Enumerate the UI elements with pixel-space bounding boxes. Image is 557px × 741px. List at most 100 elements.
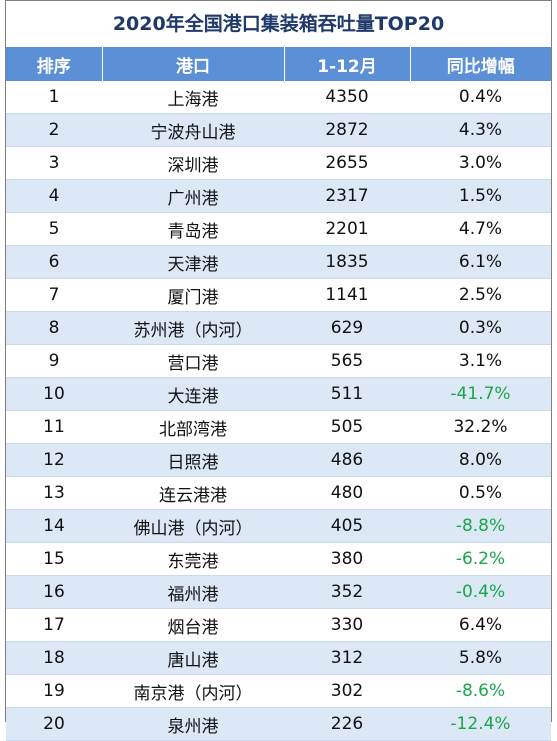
value-cell: 1141 bbox=[284, 278, 410, 312]
value-cell: 4350 bbox=[284, 81, 410, 114]
rank-cell: 18 bbox=[6, 641, 102, 675]
header-port: 港口 bbox=[101, 47, 284, 81]
table-row: 20 泉州港 226 -12.4% bbox=[6, 707, 551, 741]
value-cell: 480 bbox=[284, 476, 410, 510]
table-row: 3 深圳港 2655 3.0% bbox=[6, 146, 551, 180]
growth-cell: 6.1% bbox=[410, 245, 551, 279]
port-cell: 泉州港 bbox=[102, 707, 284, 741]
table-row: 12 日照港 486 8.0% bbox=[6, 443, 551, 477]
table-row: 4 广州港 2317 1.5% bbox=[6, 179, 551, 213]
value-cell: 226 bbox=[284, 707, 410, 741]
growth-cell: -8.8% bbox=[410, 509, 551, 543]
rank-cell: 12 bbox=[6, 443, 102, 477]
growth-cell: 1.5% bbox=[410, 179, 551, 213]
port-cell: 唐山港 bbox=[102, 641, 284, 675]
port-cell: 青岛港 bbox=[102, 212, 284, 246]
rank-cell: 8 bbox=[6, 311, 102, 345]
table-row: 13 连云港港 480 0.5% bbox=[6, 476, 551, 510]
rank-cell: 9 bbox=[6, 344, 102, 378]
rank-cell: 20 bbox=[6, 707, 102, 741]
rank-cell: 13 bbox=[6, 476, 102, 510]
port-cell: 深圳港 bbox=[102, 146, 284, 180]
value-cell: 405 bbox=[284, 509, 410, 543]
port-cell: 佛山港（内河） bbox=[102, 509, 284, 543]
table-row: 15 东莞港 380 -6.2% bbox=[6, 542, 551, 576]
rank-cell: 17 bbox=[6, 608, 102, 642]
port-cell: 宁波舟山港 bbox=[102, 113, 284, 147]
rank-cell: 4 bbox=[6, 179, 102, 213]
port-cell: 大连港 bbox=[102, 377, 284, 411]
port-cell: 苏州港（内河） bbox=[102, 311, 284, 345]
value-cell: 380 bbox=[284, 542, 410, 576]
value-cell: 352 bbox=[284, 575, 410, 609]
value-cell: 312 bbox=[284, 641, 410, 675]
table-row: 18 唐山港 312 5.8% bbox=[6, 641, 551, 675]
port-cell: 天津港 bbox=[102, 245, 284, 279]
growth-cell: 2.5% bbox=[410, 278, 551, 312]
growth-cell: 5.8% bbox=[410, 641, 551, 675]
rank-cell: 15 bbox=[6, 542, 102, 576]
header-value: 1-12月 bbox=[283, 47, 410, 81]
value-cell: 1835 bbox=[284, 245, 410, 279]
port-cell: 北部湾港 bbox=[102, 410, 284, 444]
port-cell: 营口港 bbox=[102, 344, 284, 378]
rank-cell: 3 bbox=[6, 146, 102, 180]
growth-cell: 8.0% bbox=[410, 443, 551, 477]
growth-cell: 6.4% bbox=[410, 608, 551, 642]
value-cell: 2317 bbox=[284, 179, 410, 213]
table-title: 2020年全国港口集装箱吞吐量TOP20 bbox=[112, 13, 445, 35]
port-cell: 烟台港 bbox=[102, 608, 284, 642]
rank-cell: 10 bbox=[6, 377, 102, 411]
ranking-table: 排序 港口 1-12月 同比增幅 1 上海港 4350 0.4% 2 宁波舟山港 2872 4… bbox=[6, 47, 551, 741]
port-cell: 福州港 bbox=[102, 575, 284, 609]
rank-cell: 7 bbox=[6, 278, 102, 312]
growth-cell: 0.4% bbox=[410, 81, 551, 114]
table-row: 17 烟台港 330 6.4% bbox=[6, 608, 551, 642]
value-cell: 486 bbox=[284, 443, 410, 477]
rank-cell: 2 bbox=[6, 113, 102, 147]
port-cell: 南京港（内河） bbox=[102, 674, 284, 708]
rank-cell: 6 bbox=[6, 245, 102, 279]
table-row: 14 佛山港（内河） 405 -8.8% bbox=[6, 509, 551, 543]
header-growth: 同比增幅 bbox=[409, 47, 551, 81]
port-cell: 厦门港 bbox=[102, 278, 284, 312]
header-row: 排序 港口 1-12月 同比增幅 bbox=[6, 47, 551, 81]
value-cell: 2201 bbox=[284, 212, 410, 246]
growth-cell: 4.7% bbox=[410, 212, 551, 246]
value-cell: 511 bbox=[284, 377, 410, 411]
table-row: 6 天津港 1835 6.1% bbox=[6, 245, 551, 279]
rank-cell: 16 bbox=[6, 575, 102, 609]
port-cell: 上海港 bbox=[102, 81, 284, 114]
table-row: 5 青岛港 2201 4.7% bbox=[6, 212, 551, 246]
table-row: 9 营口港 565 3.1% bbox=[6, 344, 551, 378]
rank-cell: 1 bbox=[6, 81, 102, 114]
value-cell: 505 bbox=[284, 410, 410, 444]
value-cell: 302 bbox=[284, 674, 410, 708]
table-row: 11 北部湾港 505 32.2% bbox=[6, 410, 551, 444]
value-cell: 2655 bbox=[284, 146, 410, 180]
port-cell: 日照港 bbox=[102, 443, 284, 477]
rank-cell: 11 bbox=[6, 410, 102, 444]
table-row: 2 宁波舟山港 2872 4.3% bbox=[6, 113, 551, 147]
rank-cell: 5 bbox=[6, 212, 102, 246]
port-cell: 东莞港 bbox=[102, 542, 284, 576]
rank-cell: 19 bbox=[6, 674, 102, 708]
value-cell: 330 bbox=[284, 608, 410, 642]
table-row: 8 苏州港（内河） 629 0.3% bbox=[6, 311, 551, 345]
growth-cell: 0.3% bbox=[410, 311, 551, 345]
table-row: 7 厦门港 1141 2.5% bbox=[6, 278, 551, 312]
growth-cell: 3.1% bbox=[410, 344, 551, 378]
growth-cell: -41.7% bbox=[410, 377, 551, 411]
growth-cell: 0.5% bbox=[410, 476, 551, 510]
rank-cell: 14 bbox=[6, 509, 102, 543]
value-cell: 565 bbox=[284, 344, 410, 378]
growth-cell: -8.6% bbox=[410, 674, 551, 708]
header-rank: 排序 bbox=[6, 47, 102, 81]
value-cell: 2872 bbox=[284, 113, 410, 147]
table-body: 1 上海港 4350 0.4% 2 宁波舟山港 2872 4.3% 3 深圳港 2655 3.0% 4 广… bbox=[6, 81, 551, 741]
port-cell: 连云港港 bbox=[102, 476, 284, 510]
growth-cell: 32.2% bbox=[410, 410, 551, 444]
growth-cell: -12.4% bbox=[410, 707, 551, 741]
table-row: 19 南京港（内河） 302 -8.6% bbox=[6, 674, 551, 708]
